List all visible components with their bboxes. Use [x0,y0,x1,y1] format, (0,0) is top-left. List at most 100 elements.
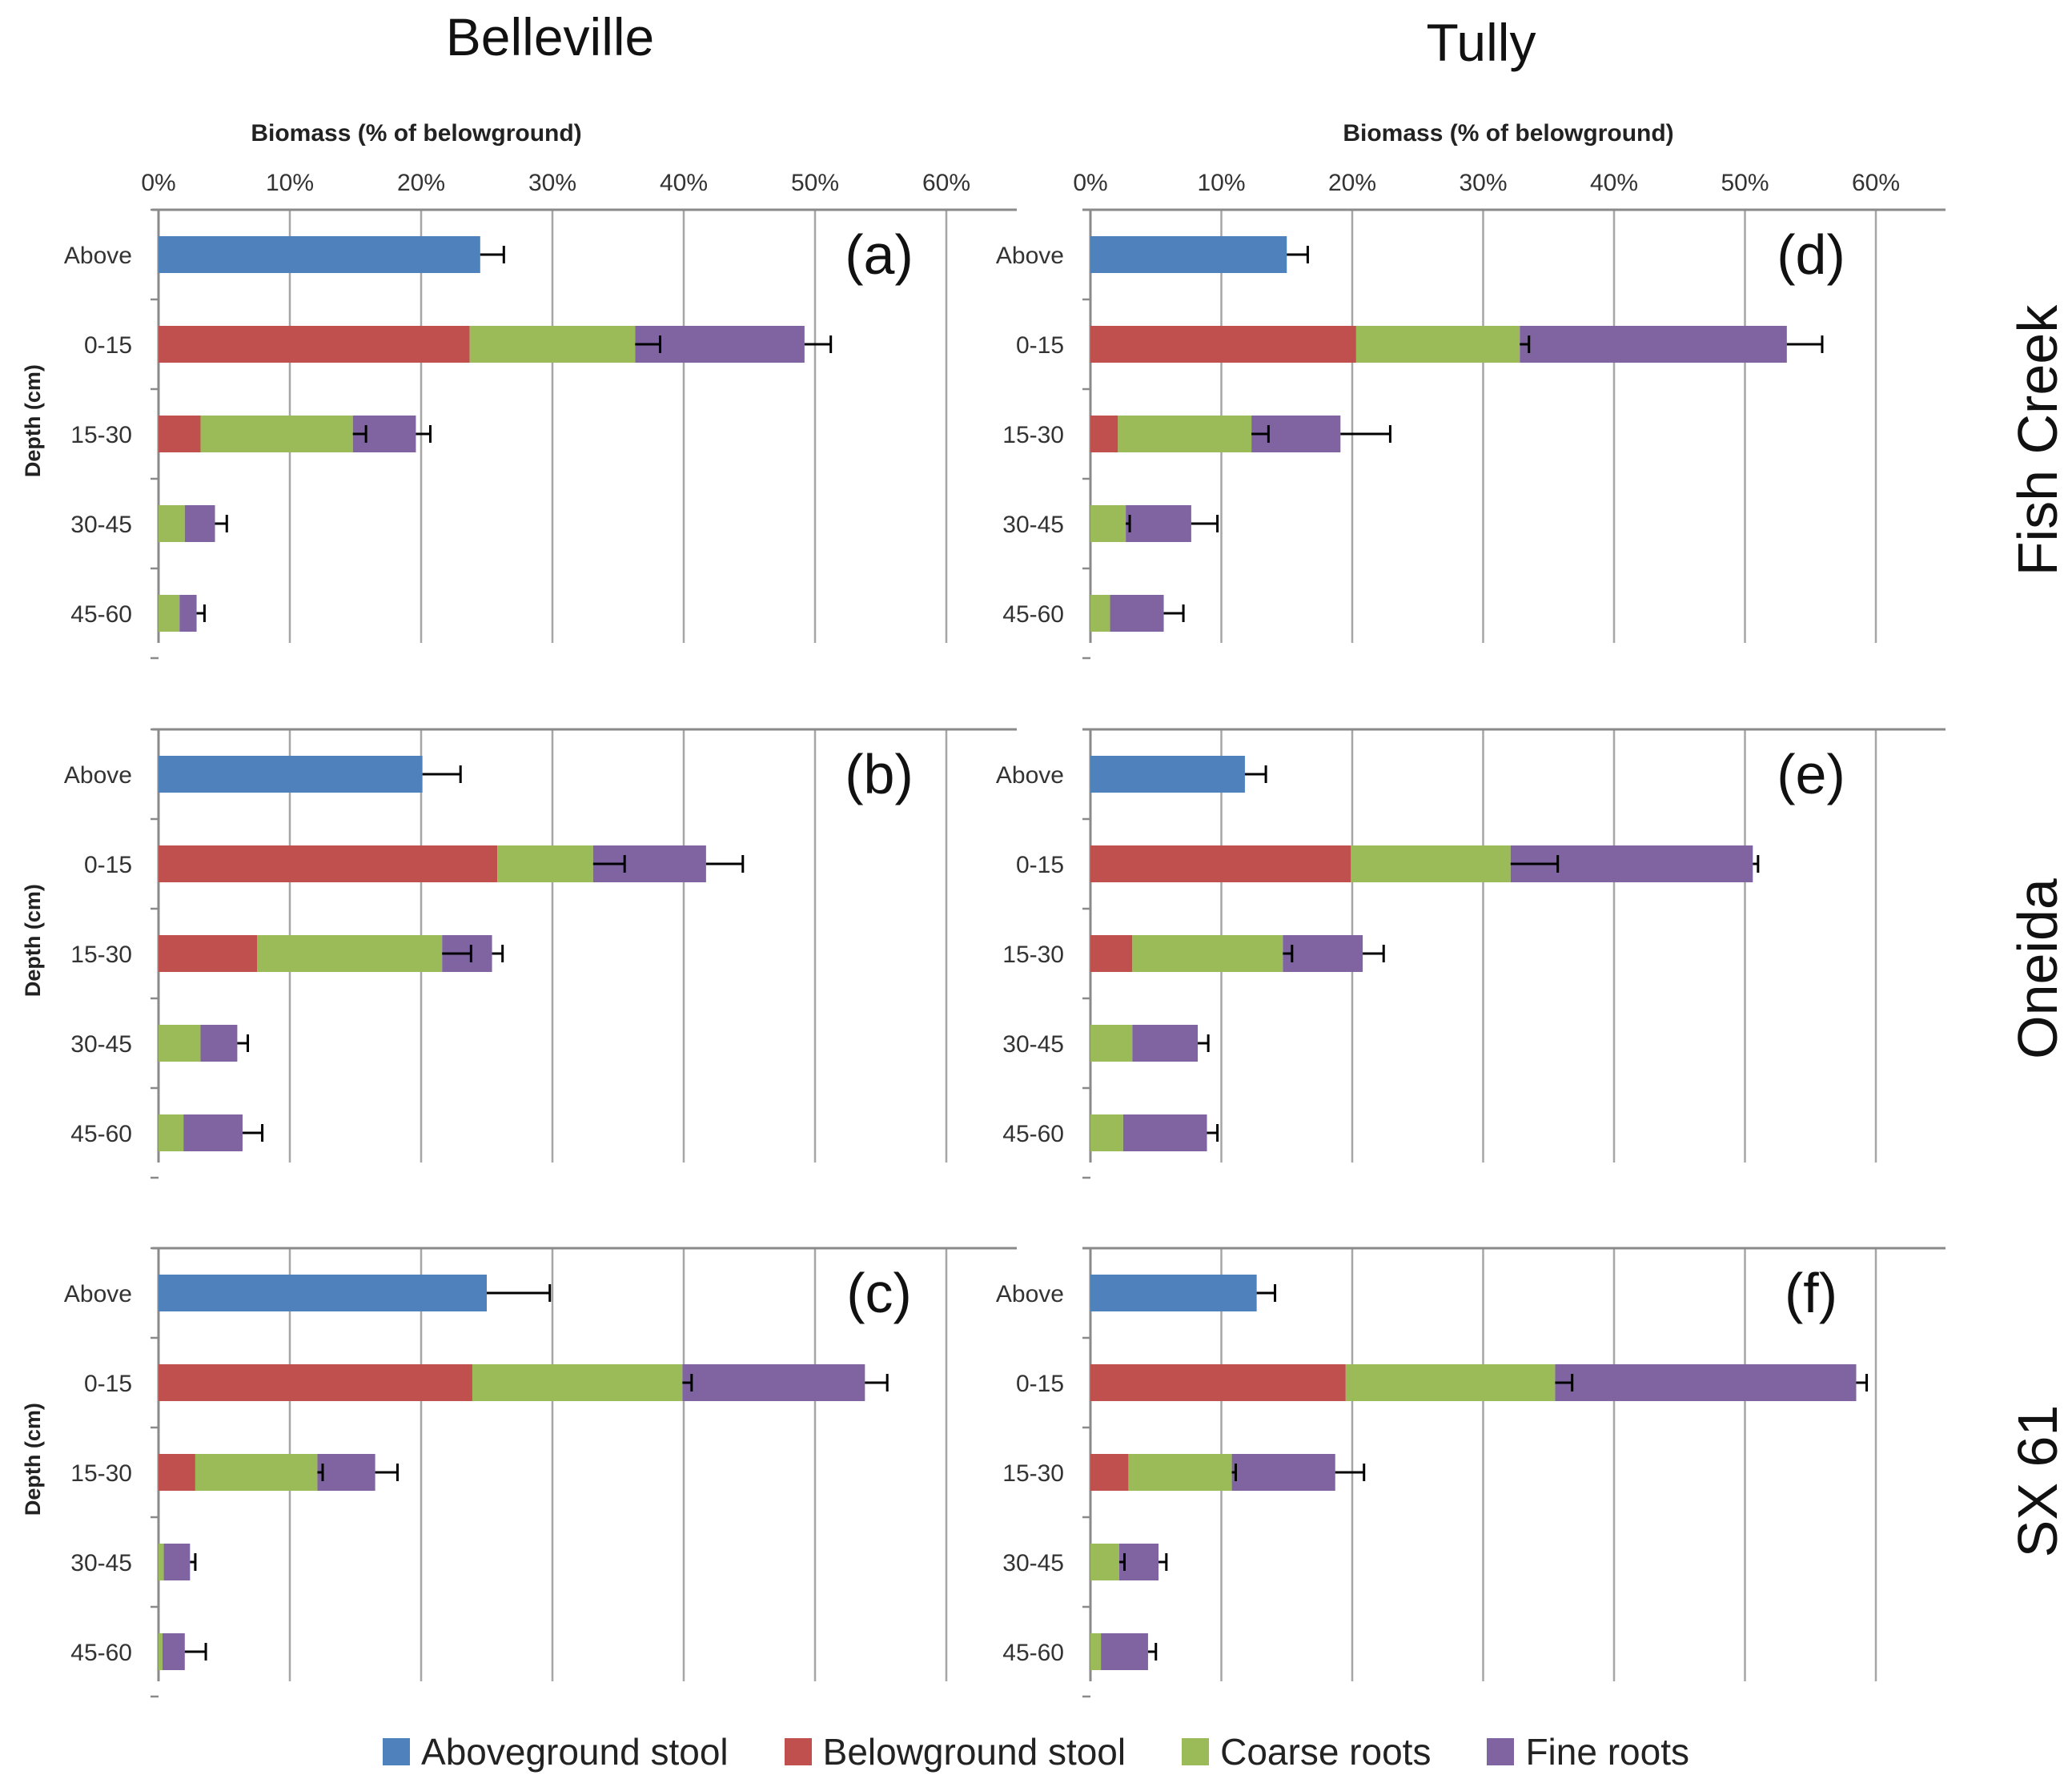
bar-coarse-roots [1090,1633,1102,1670]
legend-item-belowground-stool: Belowground stool [784,1730,1126,1773]
bar-belowground-stool [159,845,498,882]
bar-coarse-roots [159,505,185,542]
category-label: 15-30 [1002,1460,1064,1487]
bar-coarse-roots [159,1114,184,1151]
category-label: 15-30 [70,422,132,448]
bar-coarse-roots [1128,1454,1232,1491]
category-label: 15-30 [1002,422,1064,448]
category-label: 0-15 [1016,852,1064,878]
panel-label: (d) [1777,223,1845,286]
category-label: 0-15 [1016,332,1064,359]
bar-fine-roots [183,1114,243,1151]
bar-aboveground-stool [1090,1275,1257,1311]
panel-label: (a) [845,223,914,286]
category-label: 30-45 [1002,1031,1064,1058]
bar-coarse-roots [159,595,180,632]
bar-fine-roots [1520,326,1787,363]
x-tick-label: 30% [528,170,576,196]
x-tick-label: 40% [1590,170,1638,196]
bar-coarse-roots [1355,326,1520,363]
bar-belowground-stool [1090,326,1356,363]
category-label: 0-15 [84,1371,132,1397]
x-tick-label: 0% [1073,170,1107,196]
column-title-tully: Tully [1426,13,1536,72]
bar-coarse-roots [200,416,353,452]
y-axis-title: Depth (cm) [21,364,45,477]
category-label: 0-15 [84,852,132,878]
legend-swatch-coarse-roots [1182,1738,1210,1765]
panel-e: Above 0-15 15-30 30-45 45-60 (e) [996,728,1946,1179]
bar-coarse-roots [159,1025,201,1062]
bar-fine-roots [162,1633,185,1670]
legend-swatch-aboveground-stool [383,1738,411,1765]
panel-label: (f) [1785,1262,1837,1324]
category-label: 45-60 [1002,601,1064,628]
category-label: 45-60 [1002,1121,1064,1147]
bar-fine-roots [1122,1114,1207,1151]
category-label: 15-30 [70,1460,132,1487]
category-label: 30-45 [70,512,132,538]
category-label: 0-15 [1016,1371,1064,1397]
legend-item-coarse-roots: Coarse roots [1182,1730,1431,1773]
category-label: 0-15 [84,332,132,359]
bar-fine-roots [184,505,215,542]
category-label: 30-45 [70,1550,132,1576]
bar-fine-roots [1132,1025,1199,1062]
bar-fine-roots [635,326,805,363]
bar-belowground-stool [1090,1364,1346,1401]
category-label: 45-60 [70,1121,132,1147]
category-label: Above [64,1281,132,1307]
bar-belowground-stool [159,326,470,363]
bar-coarse-roots [257,935,443,972]
bar-aboveground-stool [1090,756,1245,793]
x-tick-label: 60% [1852,170,1900,196]
category-label: Above [996,243,1064,269]
x-tick-label: 50% [1721,170,1769,196]
bar-aboveground-stool [159,756,423,793]
bar-fine-roots [1101,1633,1148,1670]
category-label: 45-60 [70,601,132,628]
legend-item-fine-roots: Fine roots [1487,1730,1689,1773]
legend-label: Fine roots [1525,1731,1689,1773]
x-tick-label: 10% [1197,170,1245,196]
bar-coarse-roots [472,1364,683,1401]
bar-fine-roots [1555,1364,1857,1401]
bar-fine-roots [1231,1454,1335,1491]
x-tick-label: 20% [1328,170,1376,196]
bar-belowground-stool [1090,935,1133,972]
panel-f: Above 0-15 15-30 30-45 45-60 (f) [996,1247,1946,1698]
bar-belowground-stool [1090,416,1118,452]
bar-aboveground-stool [159,1275,487,1311]
category-label: 15-30 [70,942,132,968]
bar-fine-roots [1118,1544,1159,1580]
x-tick-label: 30% [1459,170,1507,196]
x-tick-label: 60% [922,170,970,196]
panel-label: (b) [845,743,914,805]
category-label: 30-45 [1002,512,1064,538]
bar-fine-roots [1126,505,1191,542]
category-label: Above [64,243,132,269]
category-label: Above [996,1281,1064,1307]
bar-coarse-roots [1118,416,1252,452]
category-label: 30-45 [1002,1550,1064,1576]
bar-fine-roots [200,1025,238,1062]
legend-swatch-fine-roots [1487,1738,1515,1765]
bar-belowground-stool [1090,845,1351,882]
category-label: Above [64,762,132,789]
bar-aboveground-stool [159,236,480,273]
legend-item-aboveground-stool: Aboveground stool [383,1730,729,1773]
panel-c: Depth (cm) Above 0-15 15-30 30-45 45-60 (c) [21,1247,1017,1698]
bar-belowground-stool [159,1364,472,1401]
panel-b: Depth (cm) Above 0-15 15-30 30-45 45-60 (b) [21,728,1017,1179]
x-tick-label: 50% [791,170,839,196]
x-tick-label: 0% [141,170,175,196]
bar-coarse-roots [1090,1114,1123,1151]
panel-d: 0% 10% 20% 30% 40% 50% 60% Biomass (% of belowg… [996,120,1946,660]
category-label: 15-30 [1002,942,1064,968]
bar-belowground-stool [1090,1454,1129,1491]
bar-coarse-roots [497,845,593,882]
panel-label: (c) [846,1262,912,1324]
category-label: 45-60 [70,1640,132,1666]
